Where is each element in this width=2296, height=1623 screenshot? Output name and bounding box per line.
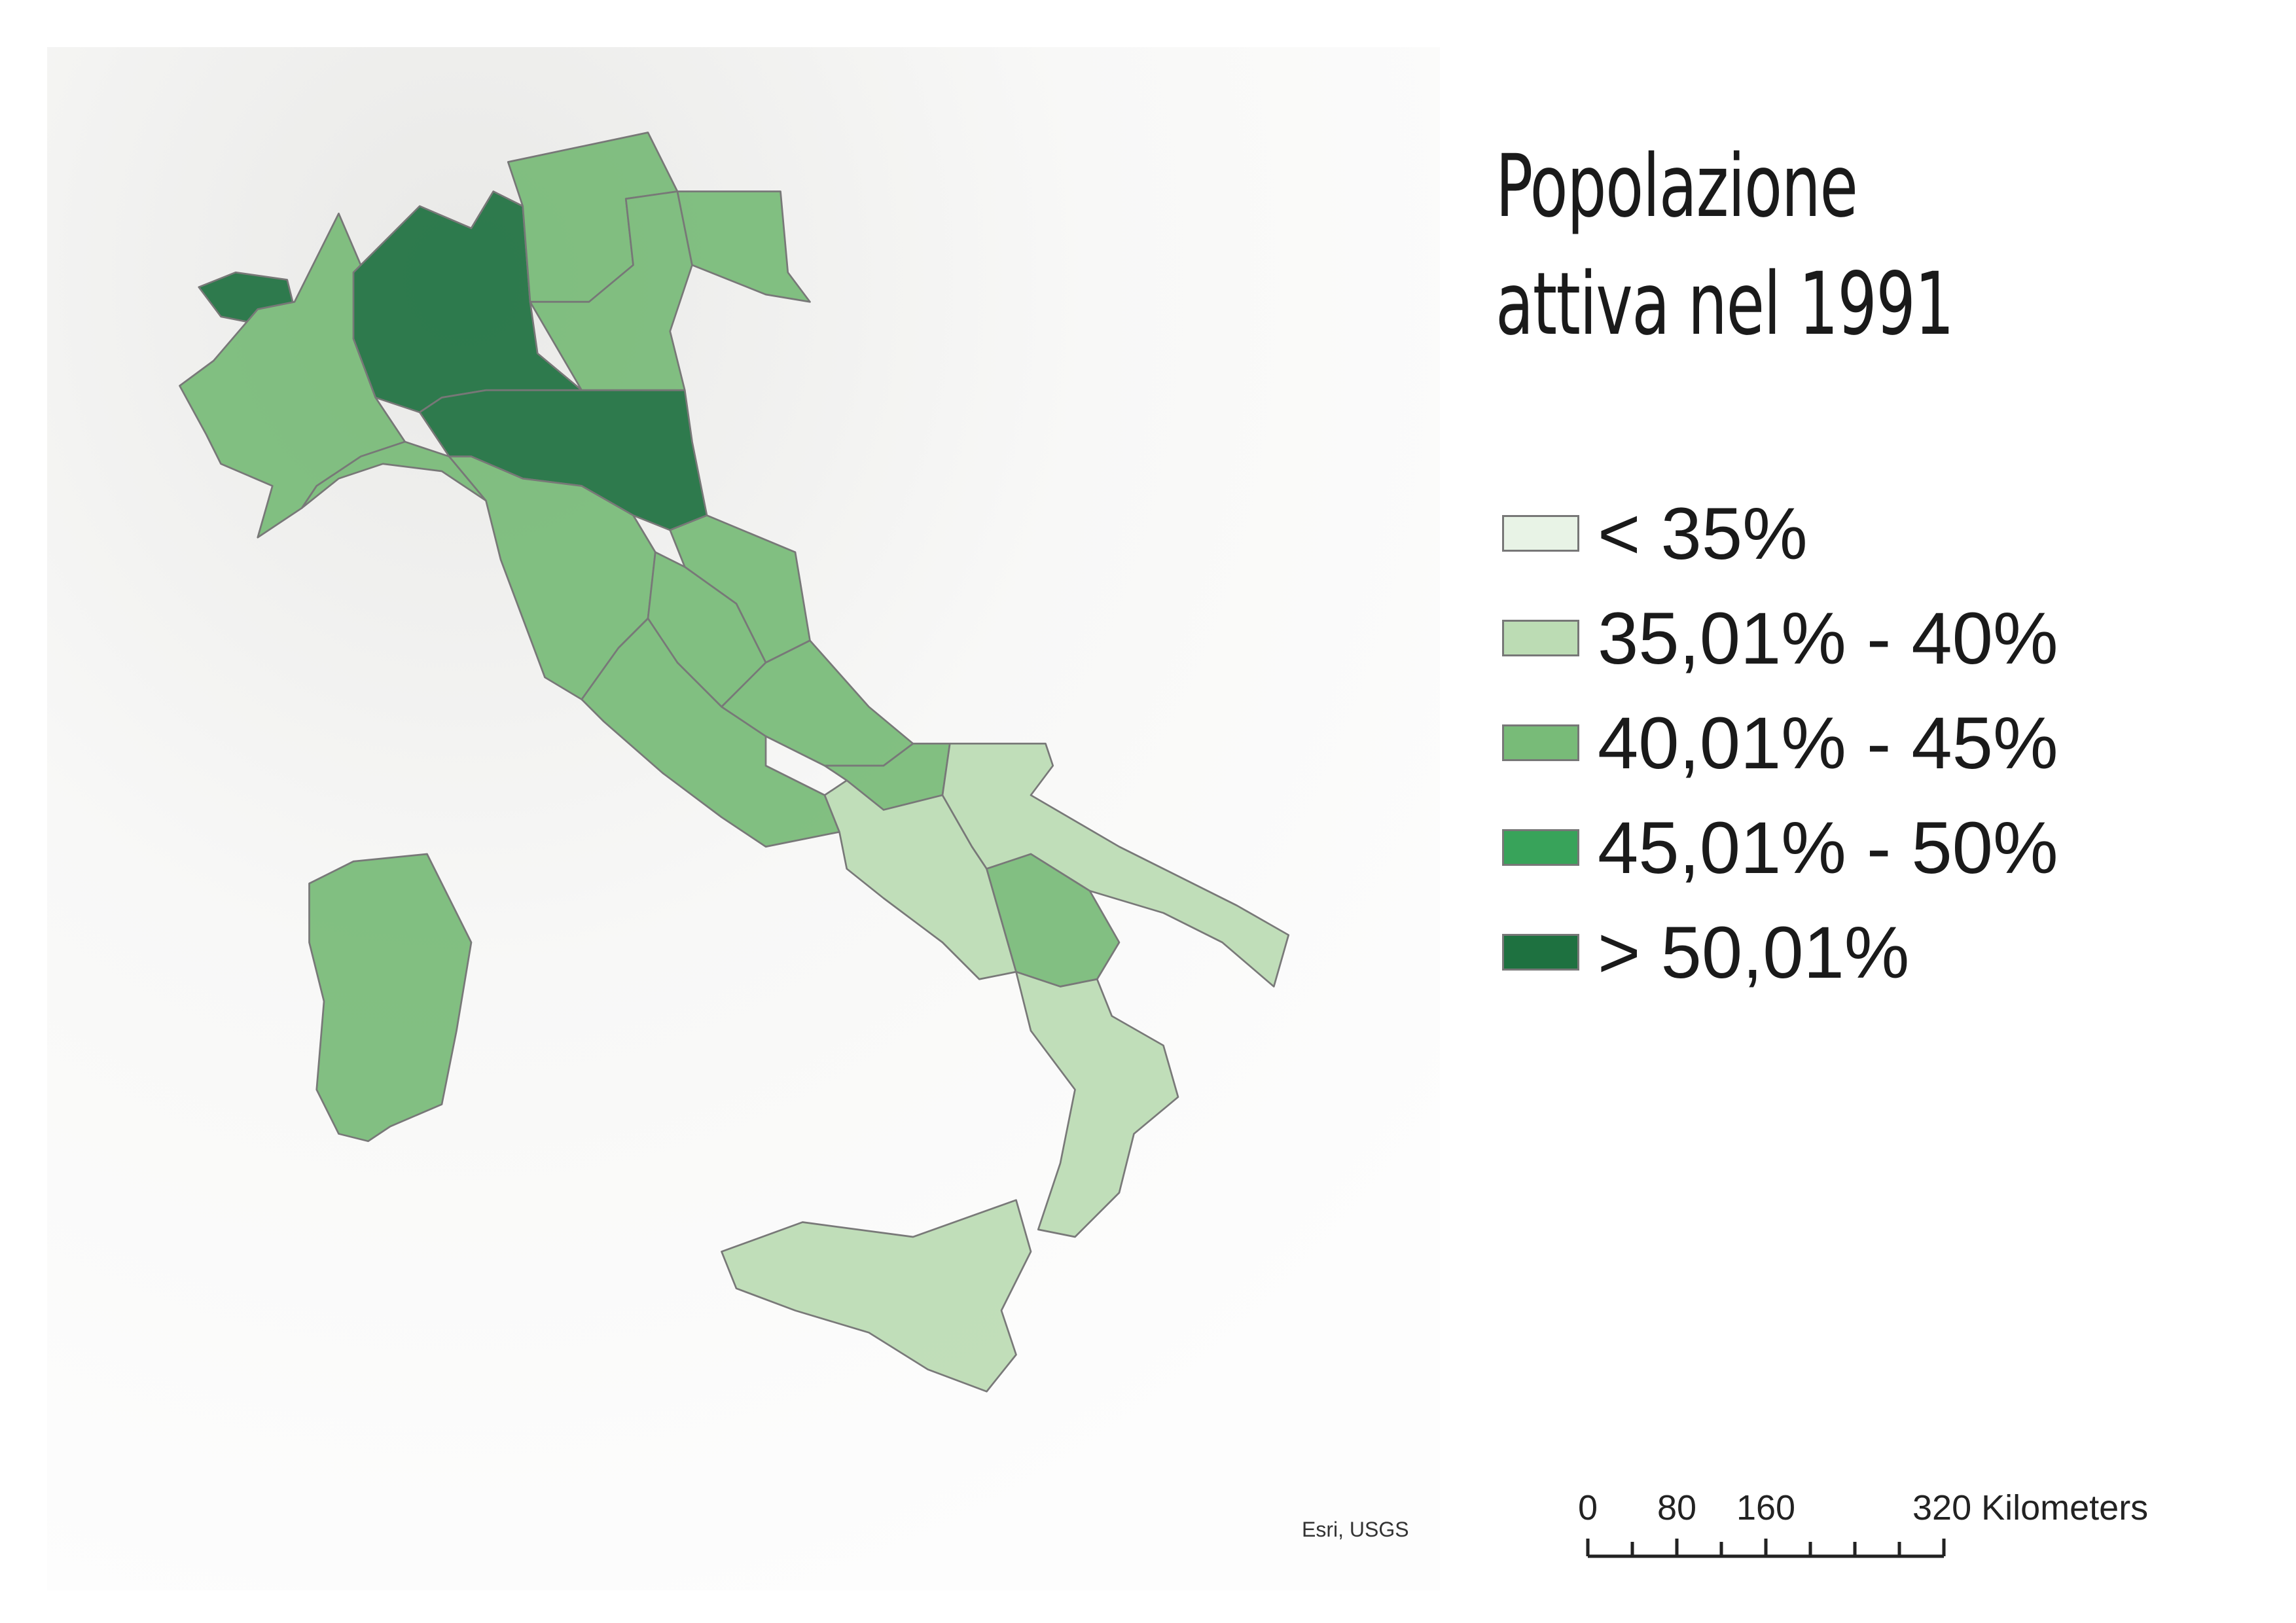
legend-entry: 40,01% - 45% — [1502, 690, 2058, 795]
legend-label: 45,01% - 50% — [1598, 806, 2058, 889]
legend-label: 35,01% - 40% — [1598, 597, 2058, 679]
legend-label: 40,01% - 45% — [1598, 702, 2058, 784]
legend-entry: < 35% — [1502, 481, 2058, 586]
legend-entry: 35,01% - 40% — [1502, 586, 2058, 690]
legend-swatch — [1502, 829, 1579, 866]
region — [676, 190, 811, 303]
legend-swatch — [1502, 515, 1579, 552]
scale-label: 320 Kilometers — [1912, 1488, 2148, 1527]
region — [352, 190, 583, 414]
region — [308, 853, 473, 1143]
region — [721, 1199, 1032, 1393]
scale-label: 160 — [1736, 1488, 1795, 1527]
attribution: Esri, USGS — [1302, 1518, 1409, 1541]
legend-swatch — [1502, 724, 1579, 761]
scale-bar — [1586, 1539, 1946, 1558]
legend-entry: 45,01% - 50% — [1502, 795, 2058, 900]
legend-swatch — [1502, 934, 1579, 971]
map-title: Popolazione attiva nel 1991 — [1496, 136, 1954, 355]
legend-entry: > 50,01% — [1502, 900, 2058, 1005]
region — [1015, 971, 1179, 1238]
region — [941, 742, 1290, 988]
legend-label: > 50,01% — [1598, 911, 1910, 993]
legend: < 35% 35,01% - 40% 40,01% - 45% 45,01% - 50… — [1502, 481, 2058, 1005]
legend-swatch — [1502, 620, 1579, 656]
scale-label: 80 — [1657, 1488, 1696, 1527]
legend-label: < 35% — [1598, 492, 1808, 575]
regions — [179, 132, 1290, 1393]
scale-label: 0 — [1578, 1488, 1598, 1527]
